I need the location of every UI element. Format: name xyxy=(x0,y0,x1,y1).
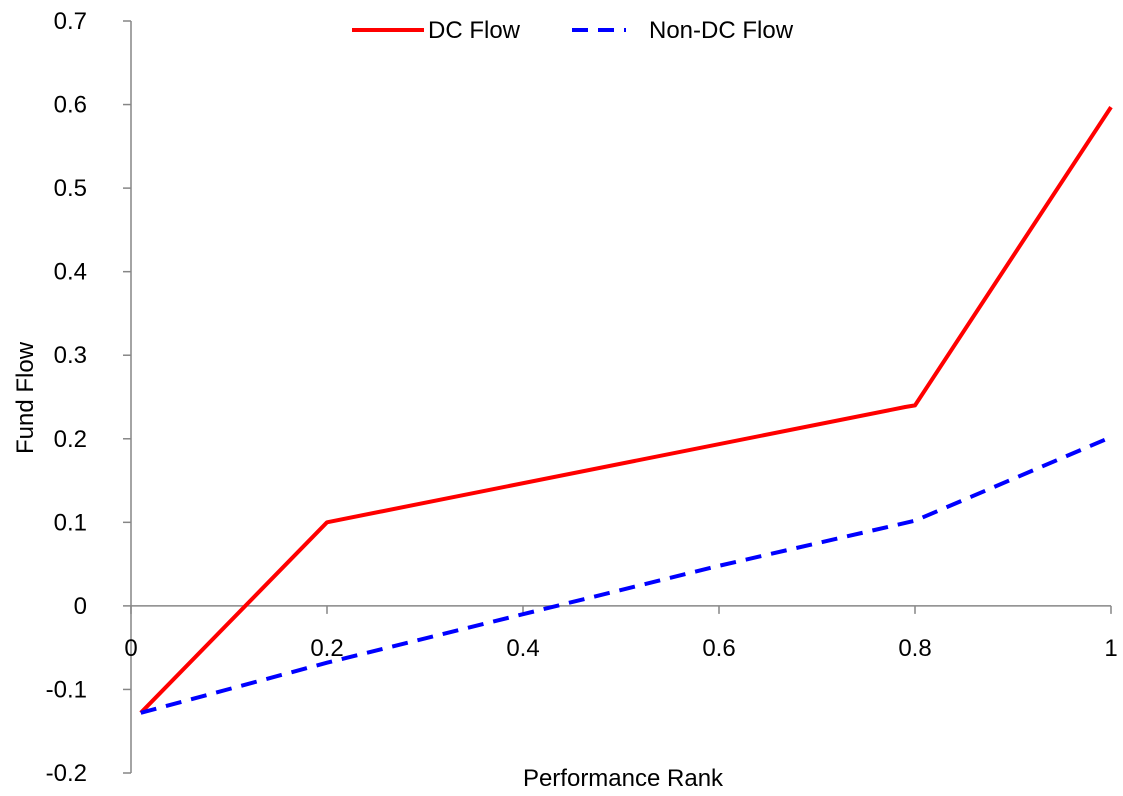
x-tick-label: 0.2 xyxy=(310,635,343,662)
y-tick-label: 0.6 xyxy=(54,92,87,119)
legend: DC Flow Non-DC Flow xyxy=(352,17,794,44)
axes xyxy=(123,20,1112,774)
y-axis-title: Fund Flow xyxy=(12,341,39,454)
x-axis-title: Performance Rank xyxy=(523,765,724,792)
y-tick-label: 0 xyxy=(74,593,87,620)
y-tick-label: 0.2 xyxy=(54,426,87,453)
y-tick-label: 0.7 xyxy=(54,8,87,35)
y-tick-label: 0.4 xyxy=(54,259,87,286)
x-tick-label: 0.4 xyxy=(506,635,539,662)
series-line-dc-flow xyxy=(139,106,1113,715)
y-tick-label: 0.3 xyxy=(54,342,87,369)
y-tick-label: -0.2 xyxy=(46,760,87,787)
x-tick-label: 0 xyxy=(124,635,137,662)
x-tick-label: 0.8 xyxy=(898,635,931,662)
x-tick-label: 1 xyxy=(1104,635,1117,662)
series-layer xyxy=(139,106,1113,715)
x-tick-labels: 0 0.2 0.4 0.6 0.8 1 xyxy=(124,635,1117,662)
x-tick-label: 0.6 xyxy=(702,635,735,662)
legend-label-non-dc-flow: Non-DC Flow xyxy=(649,17,794,44)
y-tick-label: 0.5 xyxy=(54,175,87,202)
series-line-non-dc-flow xyxy=(140,435,1112,715)
legend-label-dc-flow: DC Flow xyxy=(428,17,521,44)
y-tick-labels: -0.2 -0.1 0 0.1 0.2 0.3 0.4 0.5 0.6 0.7 xyxy=(46,8,87,787)
y-tick-label: 0.1 xyxy=(54,509,87,536)
y-tick-label: -0.1 xyxy=(46,676,87,703)
